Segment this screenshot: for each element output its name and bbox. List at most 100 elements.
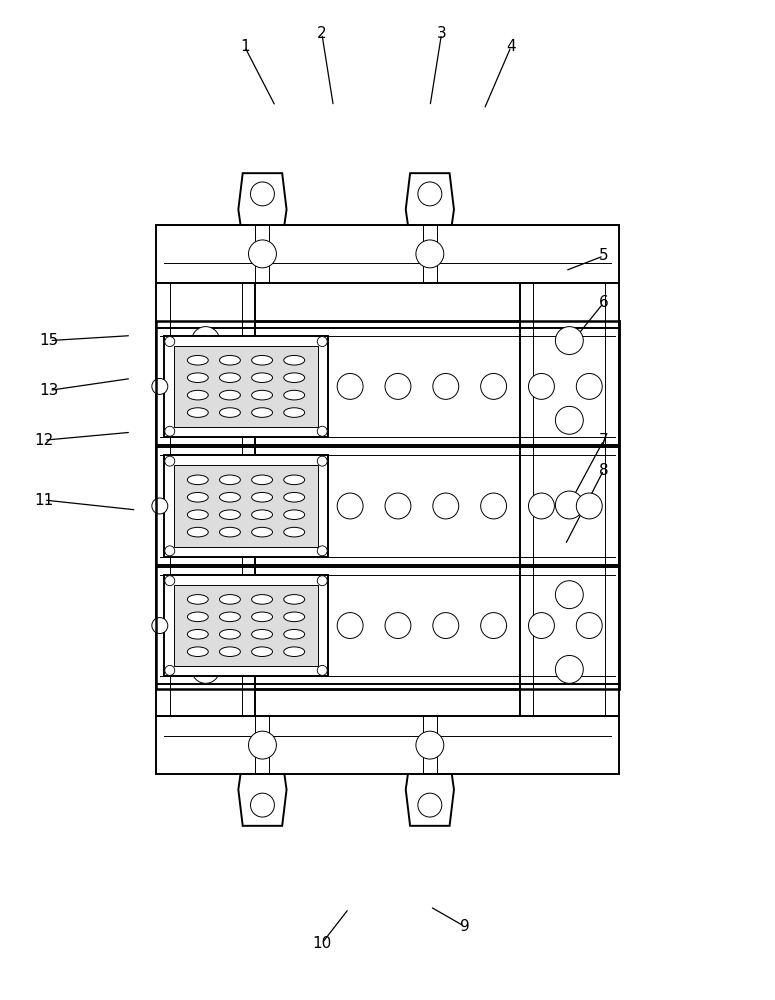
Bar (156, 283, 256, 716)
Circle shape (480, 613, 507, 639)
Circle shape (385, 493, 411, 519)
Polygon shape (239, 774, 287, 826)
Ellipse shape (219, 629, 240, 639)
Ellipse shape (188, 612, 208, 622)
Circle shape (165, 426, 175, 436)
Circle shape (418, 793, 442, 817)
Circle shape (152, 618, 168, 634)
Circle shape (556, 491, 584, 519)
Ellipse shape (252, 390, 273, 400)
Ellipse shape (284, 629, 305, 639)
Bar (156, 321, 619, 689)
Circle shape (152, 498, 168, 514)
Circle shape (432, 373, 459, 399)
Ellipse shape (219, 390, 240, 400)
Ellipse shape (284, 510, 305, 519)
Circle shape (191, 327, 219, 355)
Ellipse shape (219, 373, 240, 382)
Circle shape (577, 493, 602, 519)
Text: 6: 6 (599, 295, 608, 310)
Text: 8: 8 (599, 463, 608, 478)
Ellipse shape (188, 647, 208, 656)
Ellipse shape (252, 595, 273, 604)
Circle shape (337, 493, 363, 519)
Ellipse shape (252, 373, 273, 382)
Bar (156, 716, 619, 774)
Ellipse shape (252, 527, 273, 537)
Circle shape (317, 426, 327, 436)
Ellipse shape (284, 612, 305, 622)
Circle shape (432, 613, 459, 639)
Circle shape (165, 546, 175, 556)
Circle shape (416, 240, 444, 268)
Ellipse shape (284, 595, 305, 604)
Ellipse shape (252, 492, 273, 502)
Circle shape (165, 576, 175, 586)
Ellipse shape (219, 492, 240, 502)
Text: 5: 5 (599, 248, 608, 263)
Circle shape (529, 373, 554, 399)
Circle shape (317, 546, 327, 556)
Text: 1: 1 (239, 39, 250, 54)
Text: 15: 15 (40, 333, 59, 348)
Circle shape (480, 493, 507, 519)
Ellipse shape (188, 475, 208, 485)
Ellipse shape (219, 647, 240, 656)
Polygon shape (406, 774, 454, 826)
Ellipse shape (284, 408, 305, 417)
Ellipse shape (252, 408, 273, 417)
Text: 4: 4 (506, 39, 516, 54)
Circle shape (191, 406, 219, 434)
Polygon shape (239, 173, 287, 225)
Ellipse shape (188, 390, 208, 400)
Circle shape (250, 793, 274, 817)
Circle shape (191, 491, 219, 519)
Ellipse shape (284, 390, 305, 400)
Ellipse shape (219, 595, 240, 604)
Ellipse shape (188, 373, 208, 382)
Circle shape (249, 240, 277, 268)
Circle shape (385, 373, 411, 399)
Circle shape (317, 576, 327, 586)
Ellipse shape (188, 355, 208, 365)
Circle shape (432, 493, 459, 519)
Text: 13: 13 (40, 383, 59, 398)
Bar (164, 455, 329, 557)
Ellipse shape (284, 492, 305, 502)
Ellipse shape (252, 510, 273, 519)
Ellipse shape (219, 510, 240, 519)
Circle shape (418, 182, 442, 206)
Circle shape (337, 373, 363, 399)
Text: 3: 3 (436, 26, 446, 41)
Circle shape (480, 373, 507, 399)
Circle shape (152, 378, 168, 394)
Circle shape (529, 493, 554, 519)
Circle shape (317, 337, 327, 347)
Circle shape (529, 613, 554, 639)
Ellipse shape (284, 475, 305, 485)
Ellipse shape (219, 475, 240, 485)
Circle shape (249, 731, 277, 759)
Bar (164, 336, 329, 437)
Circle shape (556, 655, 584, 683)
Circle shape (416, 731, 444, 759)
Text: 9: 9 (460, 919, 470, 934)
Ellipse shape (219, 612, 240, 622)
Ellipse shape (252, 475, 273, 485)
Ellipse shape (219, 355, 240, 365)
Ellipse shape (284, 527, 305, 537)
Circle shape (165, 337, 175, 347)
Bar (164, 575, 329, 676)
Bar (156, 225, 619, 283)
Bar (174, 585, 319, 666)
Circle shape (556, 327, 584, 355)
Circle shape (165, 665, 175, 675)
Ellipse shape (188, 492, 208, 502)
Text: 7: 7 (599, 433, 608, 448)
Ellipse shape (284, 647, 305, 656)
Circle shape (317, 456, 327, 466)
Ellipse shape (252, 647, 273, 656)
Circle shape (191, 581, 219, 609)
Bar (156, 321, 619, 689)
Ellipse shape (284, 373, 305, 382)
